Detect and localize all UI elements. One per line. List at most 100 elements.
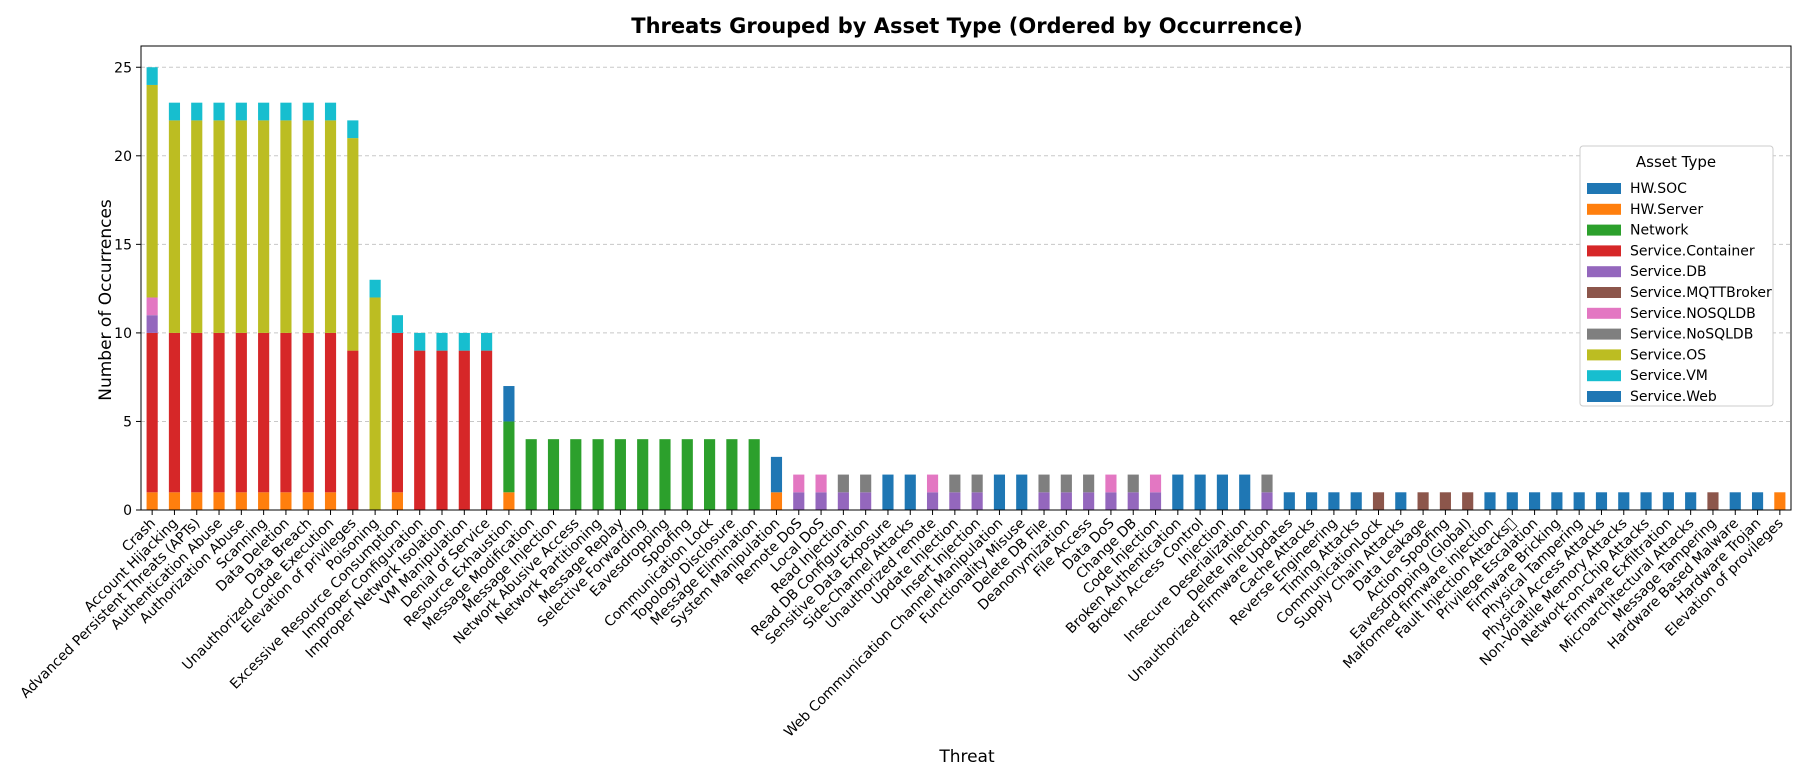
bar-segment bbox=[503, 421, 515, 493]
bar-segment bbox=[235, 332, 247, 493]
bar-segment bbox=[168, 102, 181, 121]
bar-segment bbox=[659, 439, 671, 510]
bar-segment bbox=[1261, 492, 1273, 510]
bar-segment bbox=[1529, 492, 1541, 510]
y-tick-label: 15 bbox=[114, 237, 132, 253]
y-tick-labels: 0 5 10 15 20 25 bbox=[114, 60, 141, 519]
bar-segment bbox=[1194, 474, 1206, 510]
bar-segment bbox=[704, 439, 716, 510]
bar-segment bbox=[1038, 474, 1050, 493]
legend-label: Service.OS bbox=[1630, 347, 1706, 363]
bar-segment bbox=[1685, 492, 1697, 510]
bar-segment bbox=[815, 474, 827, 493]
bar-segment bbox=[213, 492, 225, 510]
y-tick-label: 20 bbox=[114, 149, 132, 165]
bar-segment bbox=[1127, 474, 1139, 493]
bar-segment bbox=[1774, 492, 1786, 510]
bar-segment bbox=[1729, 492, 1741, 510]
legend-label: Service.NOSQLDB bbox=[1630, 306, 1756, 322]
chart-title: Threats Grouped by Asset Type (Ordered b… bbox=[631, 14, 1302, 38]
legend-swatch bbox=[1587, 391, 1621, 402]
bar-segment bbox=[770, 456, 783, 493]
bar-segment bbox=[815, 492, 827, 510]
bar-segment bbox=[213, 332, 225, 493]
legend-label: Service.VM bbox=[1630, 368, 1708, 384]
axes bbox=[140, 45, 1792, 511]
bar-segment bbox=[391, 315, 403, 333]
bar-segment bbox=[1060, 492, 1072, 510]
bar-segment bbox=[146, 315, 158, 333]
bar-segment bbox=[1105, 492, 1117, 510]
legend-swatch bbox=[1587, 328, 1621, 340]
bar-segment bbox=[971, 492, 983, 510]
y-tick-label: 5 bbox=[123, 414, 132, 430]
bar-segment bbox=[971, 474, 983, 493]
legend-title: Asset Type bbox=[1636, 153, 1716, 171]
bar-segment bbox=[1751, 492, 1764, 510]
bar-segment bbox=[1595, 492, 1608, 510]
bar-segment bbox=[637, 439, 649, 510]
bar-segment bbox=[503, 386, 515, 422]
bar-segment bbox=[347, 120, 359, 139]
bar-segment bbox=[570, 439, 582, 510]
bar-segment bbox=[1083, 474, 1095, 493]
bar-segment bbox=[235, 102, 247, 121]
legend-swatch bbox=[1587, 307, 1621, 319]
bar-segment bbox=[436, 332, 448, 351]
bar-segment bbox=[280, 120, 292, 333]
bar-segment bbox=[168, 492, 181, 510]
bar-segment bbox=[949, 492, 961, 510]
bar-segment bbox=[302, 102, 314, 121]
bar-segment bbox=[1038, 492, 1050, 510]
bar-segment bbox=[1127, 492, 1139, 510]
bar-segment bbox=[837, 492, 849, 510]
bar-segment bbox=[1105, 474, 1117, 493]
bar-segment bbox=[770, 492, 783, 510]
bar-segment bbox=[235, 492, 247, 510]
legend-swatch bbox=[1587, 266, 1621, 278]
bar-segment bbox=[1306, 492, 1318, 510]
bar-segment bbox=[213, 120, 225, 333]
bar-segment bbox=[168, 120, 181, 333]
bar-segment bbox=[882, 474, 894, 510]
legend-label: Service.DB bbox=[1630, 264, 1707, 280]
bar-segment bbox=[1016, 474, 1028, 510]
bar-segment bbox=[926, 492, 939, 510]
bar-segment bbox=[1261, 474, 1273, 493]
bar-segment bbox=[258, 102, 270, 121]
bar-segment bbox=[1618, 492, 1630, 510]
bar-segment bbox=[993, 474, 1006, 510]
legend-swatch bbox=[1587, 203, 1621, 215]
legend-swatch bbox=[1587, 245, 1621, 257]
bar-segment bbox=[1149, 474, 1162, 493]
bar-segment bbox=[1283, 492, 1295, 510]
y-axis-label: Number of Occurrences bbox=[96, 199, 116, 401]
legend-swatch bbox=[1587, 224, 1621, 236]
bar-segment bbox=[146, 332, 158, 493]
y-tick-label: 0 bbox=[123, 503, 132, 519]
bar-segment bbox=[258, 332, 270, 493]
bar-segment bbox=[280, 102, 292, 121]
bar-segment bbox=[1417, 492, 1429, 510]
bar-segment bbox=[414, 350, 426, 510]
bar-segment bbox=[926, 474, 939, 493]
bar-segment bbox=[1328, 492, 1340, 510]
legend-swatch bbox=[1587, 183, 1621, 194]
bar-segment bbox=[191, 120, 203, 333]
legend-label: Service.MQTTBroker bbox=[1630, 285, 1772, 301]
bar-segment bbox=[258, 120, 270, 333]
bar-segment bbox=[1462, 492, 1474, 510]
bar-segment bbox=[1506, 492, 1518, 510]
x-axis-label: Threat bbox=[938, 747, 995, 767]
bar-segment bbox=[235, 120, 247, 333]
legend-label: Network bbox=[1630, 223, 1689, 239]
bar-segment bbox=[302, 120, 314, 333]
bar-segment bbox=[1573, 492, 1585, 510]
bar-segment bbox=[481, 332, 493, 351]
bar-segment bbox=[1216, 474, 1228, 510]
bar-segment bbox=[146, 84, 158, 298]
x-tick-label: Advanced Persistent Threats (APTs) bbox=[18, 516, 204, 702]
